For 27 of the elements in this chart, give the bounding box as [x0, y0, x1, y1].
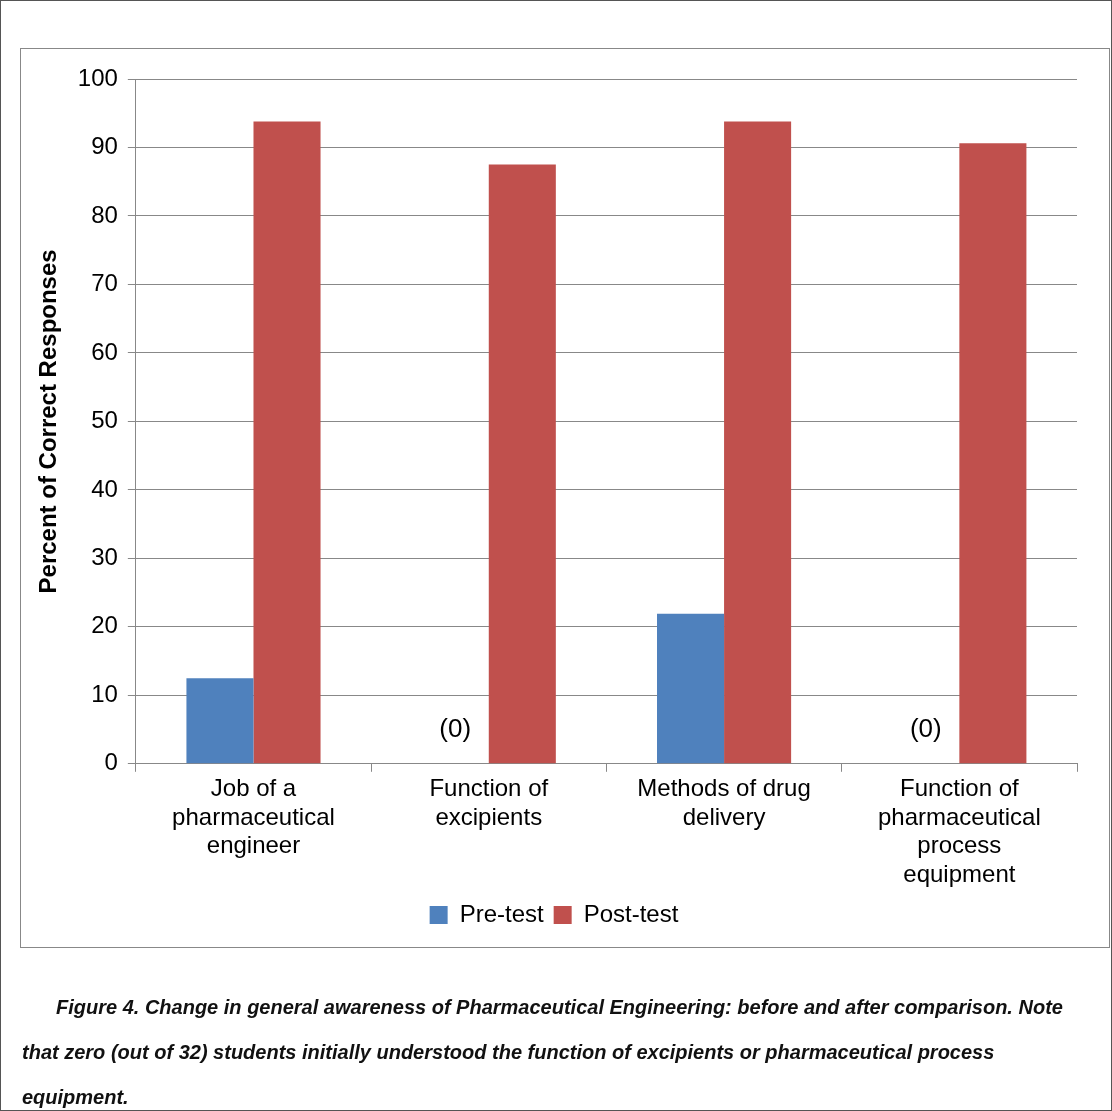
- x-tick-label: Job of a pharmaceutical engineer: [172, 773, 335, 859]
- bar: [488, 164, 556, 764]
- y-tick-label: 60: [91, 337, 118, 365]
- y-tick-label: 40: [91, 474, 118, 502]
- caption: Figure 4. Change in general awareness of Pharmaceutical Engineering: before and after comparison. Note that zero (out of 32) students initially understood the function of excipients or pharmaceutical process equipment.: [22, 995, 1064, 1110]
- y-tick-label: 70: [91, 269, 118, 297]
- annotation: (0): [909, 712, 942, 743]
- y-tick-label: 90: [91, 132, 118, 160]
- y-tick-label: 50: [91, 406, 118, 434]
- y-axis-title: Percent of Correct Responses: [34, 249, 62, 594]
- bar: [959, 143, 1027, 764]
- x-tick-label: Methods of drug delivery: [637, 773, 811, 830]
- bar: [657, 613, 725, 764]
- y-tick-label: 80: [91, 200, 118, 228]
- legend-label: Pre-test: [459, 899, 544, 927]
- bar: [186, 678, 254, 764]
- y-tick-label: 20: [91, 611, 118, 639]
- y-tick-label: 10: [91, 679, 118, 707]
- bar: [253, 121, 321, 764]
- bar: [724, 121, 792, 764]
- x-tick-label: Function of excipients: [429, 773, 549, 830]
- annotation: (0): [439, 712, 472, 743]
- y-tick-label: 30: [91, 542, 118, 570]
- y-tick-label: 100: [77, 63, 118, 91]
- x-tick-label: Function of pharmaceutical process equipment: [877, 773, 1041, 888]
- y-tick-label: 0: [104, 748, 118, 776]
- legend-label: Post-test: [583, 899, 679, 927]
